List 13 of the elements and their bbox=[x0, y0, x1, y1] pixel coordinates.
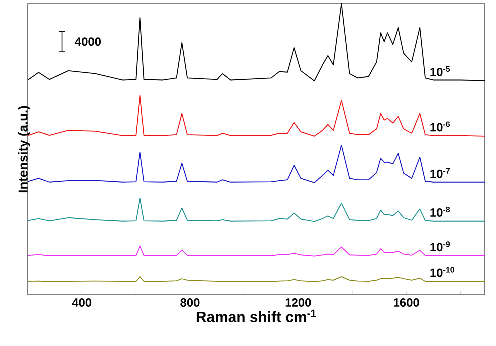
series-label: 10$^{-9}$ bbox=[430, 242, 450, 252]
x-tick-label: 800 bbox=[180, 298, 200, 307]
series-label: 10$^{-10}$ bbox=[430, 267, 454, 278]
series-label: 10$^{-6}$ bbox=[430, 122, 450, 132]
y-axis-title: Intensity (a.u.) bbox=[18, 106, 30, 193]
annotation: 4000 bbox=[75, 38, 102, 46]
x-tick-label: 1200 bbox=[286, 298, 312, 307]
x-tick-label: 400 bbox=[72, 298, 92, 307]
series-label: 10$^{-7}$ bbox=[430, 168, 450, 178]
x-tick-label: 1600 bbox=[394, 298, 420, 307]
x-axis-title: Raman shift cm$^{-1}$ bbox=[196, 310, 316, 322]
series-label: 10$^{-5}$ bbox=[430, 66, 450, 76]
series-label: 10$^{-8}$ bbox=[430, 206, 450, 217]
